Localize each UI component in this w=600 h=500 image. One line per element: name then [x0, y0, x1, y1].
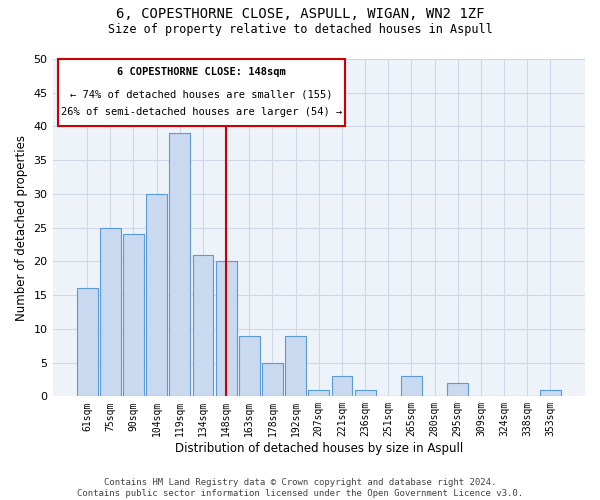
- Bar: [401, 376, 422, 396]
- Bar: [540, 390, 561, 396]
- Bar: [262, 362, 283, 396]
- Y-axis label: Number of detached properties: Number of detached properties: [15, 134, 28, 320]
- Bar: [308, 390, 329, 396]
- Bar: [100, 228, 121, 396]
- Bar: [448, 383, 468, 396]
- Text: 6, COPESTHORNE CLOSE, ASPULL, WIGAN, WN2 1ZF: 6, COPESTHORNE CLOSE, ASPULL, WIGAN, WN2…: [116, 8, 484, 22]
- Bar: [355, 390, 376, 396]
- Bar: [123, 234, 144, 396]
- Text: Contains HM Land Registry data © Crown copyright and database right 2024.
Contai: Contains HM Land Registry data © Crown c…: [77, 478, 523, 498]
- Bar: [146, 194, 167, 396]
- Text: ← 74% of detached houses are smaller (155): ← 74% of detached houses are smaller (15…: [70, 89, 333, 99]
- Bar: [193, 254, 214, 396]
- X-axis label: Distribution of detached houses by size in Aspull: Distribution of detached houses by size …: [175, 442, 463, 455]
- Bar: [216, 262, 236, 396]
- Bar: [285, 336, 306, 396]
- Bar: [77, 288, 98, 397]
- Bar: [239, 336, 260, 396]
- Bar: [169, 133, 190, 396]
- Text: 26% of semi-detached houses are larger (54) →: 26% of semi-detached houses are larger (…: [61, 106, 342, 117]
- Bar: [332, 376, 352, 396]
- Text: 6 COPESTHORNE CLOSE: 148sqm: 6 COPESTHORNE CLOSE: 148sqm: [117, 68, 286, 78]
- Text: Size of property relative to detached houses in Aspull: Size of property relative to detached ho…: [107, 22, 493, 36]
- FancyBboxPatch shape: [58, 59, 346, 126]
